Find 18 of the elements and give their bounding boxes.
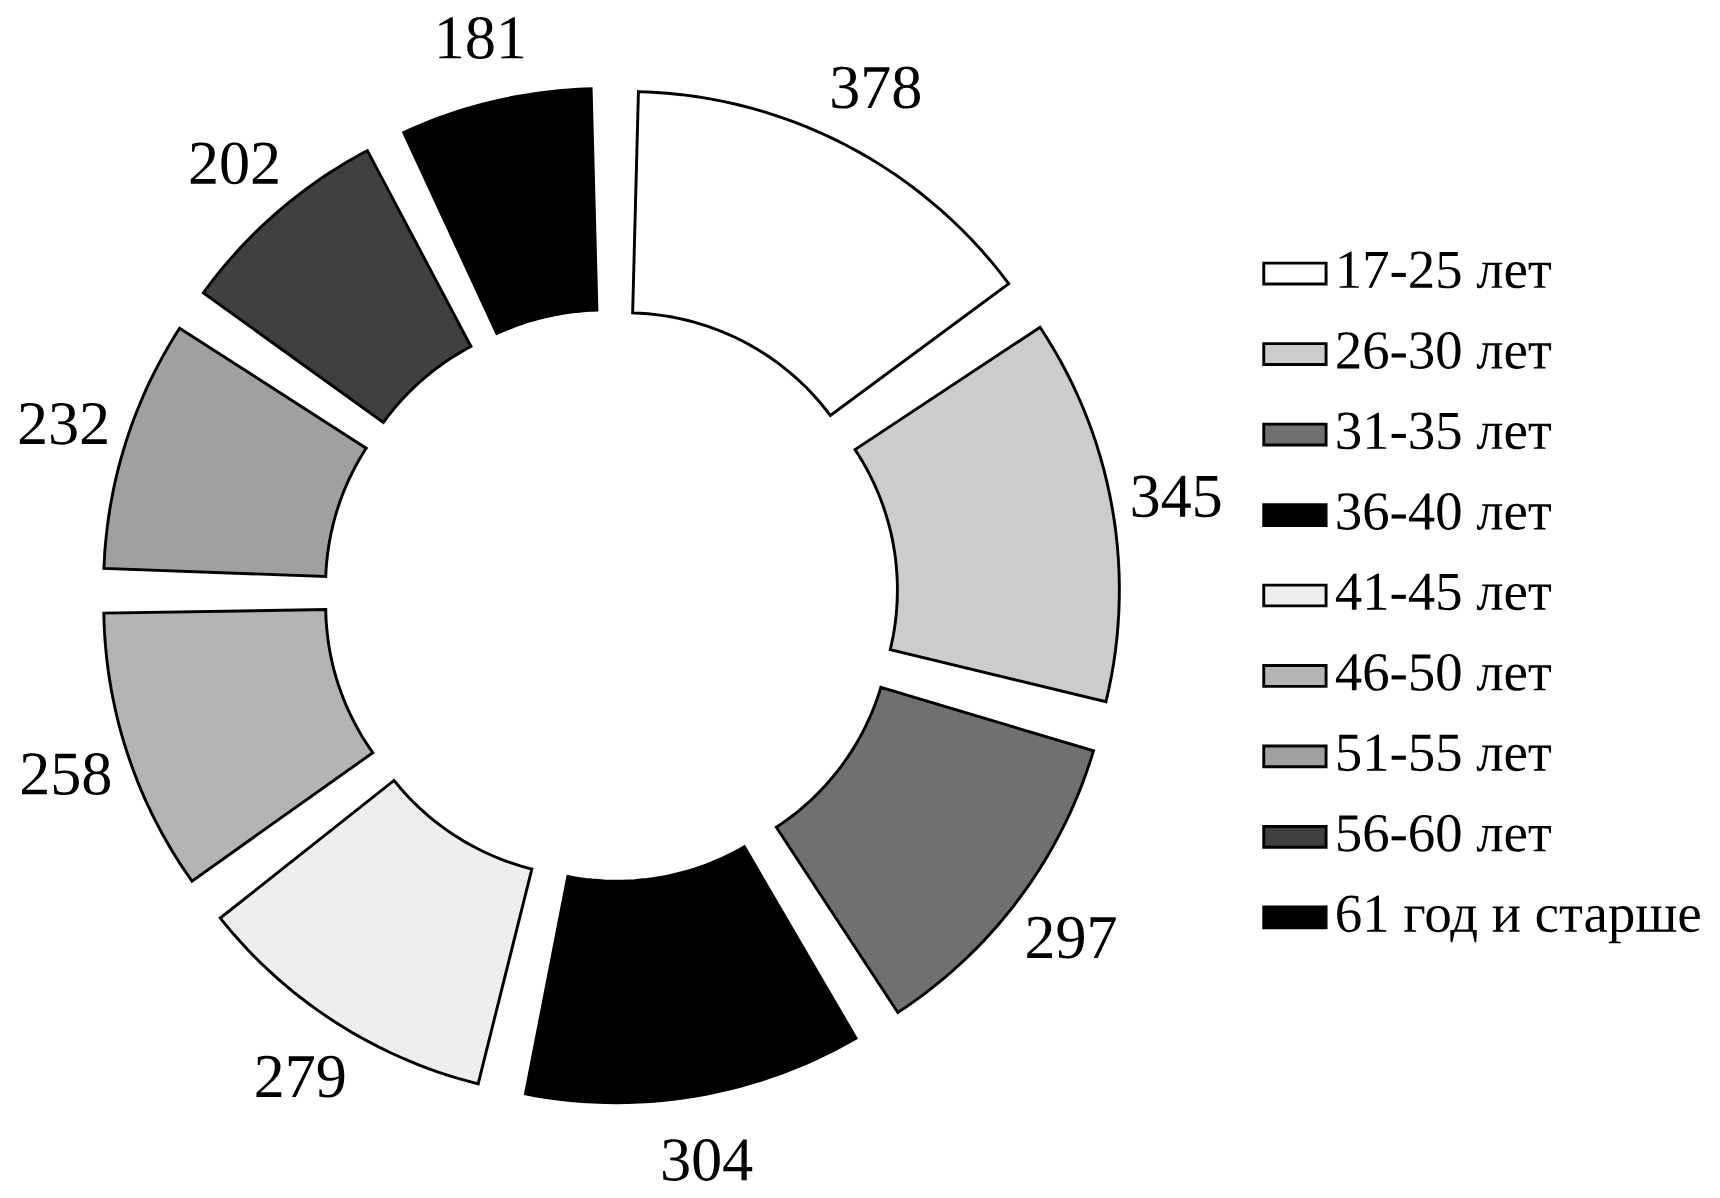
data-label: 304 (663, 1139, 753, 1181)
legend-label: 56-60 лет (1338, 814, 1552, 852)
legend-label: 31-35 лет (1337, 412, 1552, 450)
data-label: 258 (22, 753, 110, 795)
data-label: 232 (19, 402, 107, 445)
data-label: 345 (1132, 475, 1221, 518)
legend-label: 26-30 лет (1337, 332, 1552, 369)
data-label: 202 (190, 142, 278, 185)
legend-label: 17-25 лет (1339, 251, 1552, 289)
legend-label: 61 год и старше (1337, 895, 1700, 944)
legend-label: 36-40 лет (1337, 493, 1552, 530)
legend-label: 46-50 лет (1335, 653, 1552, 691)
data-label: 378 (832, 66, 920, 109)
data-label: 279 (256, 1055, 345, 1098)
legend-label: 51-55 лет (1338, 734, 1552, 772)
data-label: 181 (439, 17, 524, 59)
legend-label: 41-45 лет (1335, 573, 1552, 611)
data-label: 297 (1027, 916, 1116, 959)
